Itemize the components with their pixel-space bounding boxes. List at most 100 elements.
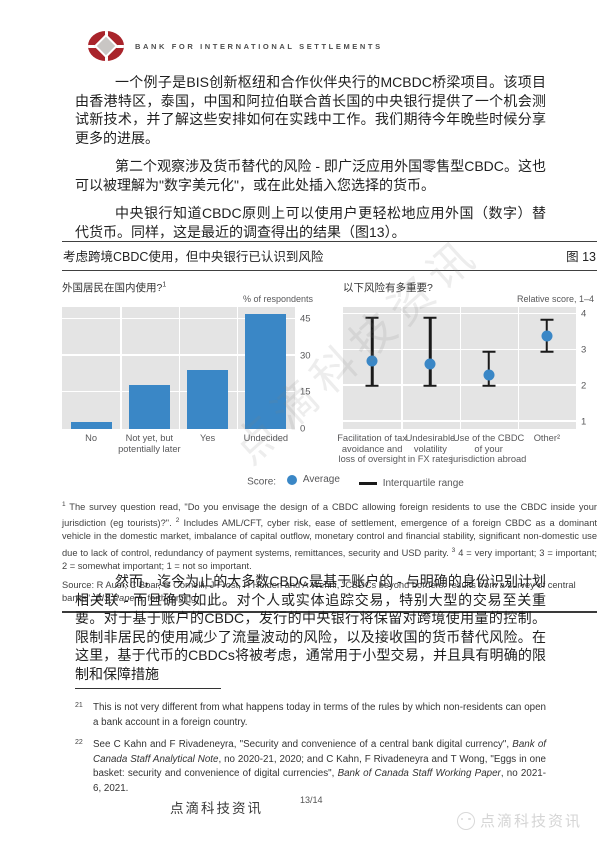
paragraph: 然而，迄今为止的大多数CBDC是基于账户的 - 与明确的身份识别计划相关联 - … [75, 573, 546, 682]
panel-title: 以下风险有多重要? [343, 282, 433, 294]
figure-bottom-rule [62, 611, 597, 614]
note-sup: 2 [175, 517, 180, 525]
average-dot-icon [286, 474, 297, 485]
legend-score-label: Score: [247, 476, 277, 488]
gridline [401, 307, 403, 429]
text-segment: Source: R Auer, C Boar, G Cornelli, J Fr… [62, 580, 576, 604]
bis-logo-icon [88, 31, 124, 61]
bis-header: BANK FOR INTERNATIONAL SETTLEMENTS [88, 31, 383, 61]
text-segment: , no 2020-21, 2020; and C Kahn, F Rivade… [93, 753, 546, 780]
footer-brand: 点滴科技资讯 [170, 801, 263, 816]
panel-title: 外国居民在国内使用?1 [62, 281, 167, 295]
brand-logo-icon [456, 811, 475, 830]
y-tick-label: 0 [300, 423, 306, 435]
iqr-whisker-cap [482, 384, 496, 388]
iqr-line-icon [358, 482, 377, 485]
errorbar-category-labels: Facilitation of tax avoidance and loss of … [337, 433, 576, 469]
text-segment: This is not very different from what hap… [93, 702, 546, 728]
category-label: Other² [533, 433, 561, 443]
paragraph: 第二个观察涉及货币替代的风险 - 即广泛应用外国零售型CBDC。这也可以被理解为… [75, 158, 546, 193]
text-segment: , no 2021-6, 2021. [93, 768, 546, 794]
text-segment: BIS Papers [95, 593, 143, 604]
corner-watermark: 点滴科技资讯 [456, 810, 582, 831]
text-segment: Bank of Canada Staff Analytical Note [93, 739, 546, 765]
y-tick-label: 1 [581, 416, 587, 428]
note-text: Includes AML/CFT, cyber risk, ease of se… [62, 518, 597, 558]
average-dot [483, 369, 495, 381]
y-tick-label: 2 [581, 380, 587, 392]
footnote-number: 22 [75, 739, 83, 746]
iqr-whisker-cap [482, 350, 496, 354]
y-tick-label: 45 [300, 313, 311, 325]
iqr-whisker-cap [540, 350, 554, 354]
iqr-whisker-cap [423, 316, 437, 319]
text-segment: Bank of Canada Staff Working Paper [337, 768, 501, 779]
footnote-text: This is not very different from what hap… [93, 701, 546, 730]
category-label: Yes [200, 433, 216, 443]
note-sup: 1 [62, 500, 66, 508]
iqr-whisker [370, 317, 374, 386]
footnote-number: 21 [75, 702, 83, 709]
bar [245, 314, 287, 429]
average-dot [366, 355, 378, 367]
panel-bar-chart: 外国居民在国内使用?1 % of respondents 0 15 30 45 No N… [62, 280, 313, 469]
y-tick-label: 3 [581, 344, 587, 356]
category-label: Undesirable volatility in FX rates [405, 433, 456, 464]
bar-plot-area: 0 15 30 45 [62, 307, 311, 435]
iqr-whisker [429, 317, 432, 386]
category-label: Undecided [243, 433, 289, 443]
errorbar-plot-area: 1 2 3 4 [343, 307, 586, 429]
text-segment: , forthcoming. [142, 593, 199, 604]
top-paragraphs: 一个例子是BIS创新枢纽和合作伙伴央行的MCBDC桥梁项目。该项目由香港特区，泰… [75, 73, 546, 251]
iqr-whisker-cap [540, 318, 554, 321]
category-label: No [85, 433, 98, 443]
average-dot [424, 358, 436, 370]
page-number: 13/14 [300, 795, 323, 805]
iqr-whisker [487, 351, 490, 386]
figure-13: 考虑跨境CBDC使用，但中央银行已认识到风险 图 13 外国居民在国内使用?1 … [62, 241, 597, 614]
text-segment: See C Kahn and F Rivadeneyra, "Security … [93, 739, 513, 750]
note-text: 4 = very important; 3 = important; 2 = s… [62, 547, 597, 571]
y-tick-label: 30 [300, 350, 311, 362]
y-tick-label: 15 [300, 386, 311, 398]
category-label: Facilitation of tax avoidance and loss of … [337, 433, 408, 464]
bar-category-labels: No Not yet, but potentially later Yes Undeci… [62, 433, 295, 469]
average-dot [541, 330, 553, 342]
gridline [459, 307, 461, 429]
footnote: 21 This is not very different from what h… [75, 701, 546, 730]
page-footnotes: 21 This is not very different from what h… [75, 701, 546, 804]
gridline [120, 307, 122, 429]
paragraph: 一个例子是BIS创新枢纽和合作伙伴央行的MCBDC桥梁项目。该项目由香港特区，泰… [75, 74, 546, 146]
gridline [178, 307, 180, 429]
iqr-whisker-cap [365, 316, 379, 319]
iqr-whisker-cap [423, 384, 437, 388]
bis-wordmark: BANK FOR INTERNATIONAL SETTLEMENTS [135, 41, 383, 51]
footnote-separator [75, 688, 221, 689]
figure-title: 考虑跨境CBDC使用，但中央银行已认识到风险 [63, 250, 324, 264]
note-text: The survey question read, "Do you envisa… [62, 501, 597, 529]
legend-average: Average [286, 474, 340, 485]
figure-source: Source: R Auer, C Boar, G Cornelli, J Fr… [62, 579, 597, 605]
footnote-text: See C Kahn and F Rivadeneyra, "Security … [93, 738, 546, 796]
bar [70, 421, 112, 429]
figure-footnotes: 1 The survey question read, "Do you envi… [62, 498, 597, 573]
bar [187, 370, 228, 429]
panel-ylabel: % of respondents [242, 294, 313, 304]
iqr-whisker-cap [365, 384, 379, 388]
corner-watermark-text: 点滴科技资讯 [479, 813, 582, 830]
bar [128, 385, 170, 429]
paragraph: 中央银行知道CBDC原则上可以使用户更轻松地应用外国（数字）替代货币。同样，这是… [75, 205, 546, 240]
panel-ylabel: Relative score, 1–4 [516, 294, 594, 304]
figure-legend: Score: Average Interquartile range [62, 474, 597, 489]
category-label: Use of the CBDC of your jurisdiction abroa… [450, 433, 527, 464]
gridline [517, 307, 520, 429]
gridline [236, 307, 239, 429]
figure-number: 图 13 [566, 250, 596, 264]
figure-panels: 外国居民在国内使用?1 % of respondents 0 15 30 45 No N… [62, 271, 597, 469]
y-tick-label: 4 [581, 308, 587, 320]
figure-title-bar: 考虑跨境CBDC使用，但中央银行已认识到风险 图 13 [62, 241, 597, 271]
panel-errorbar-chart: 以下风险有多重要? Relative score, 1–4 1 2 3 4 Facil… [337, 280, 594, 469]
footnote: 22 See C Kahn and F Rivadeneyra, "Securit… [75, 738, 546, 796]
bottom-paragraph: 然而，迄今为止的大多数CBDC是基于账户的 - 与明确的身份识别计划相关联 - … [75, 572, 546, 693]
